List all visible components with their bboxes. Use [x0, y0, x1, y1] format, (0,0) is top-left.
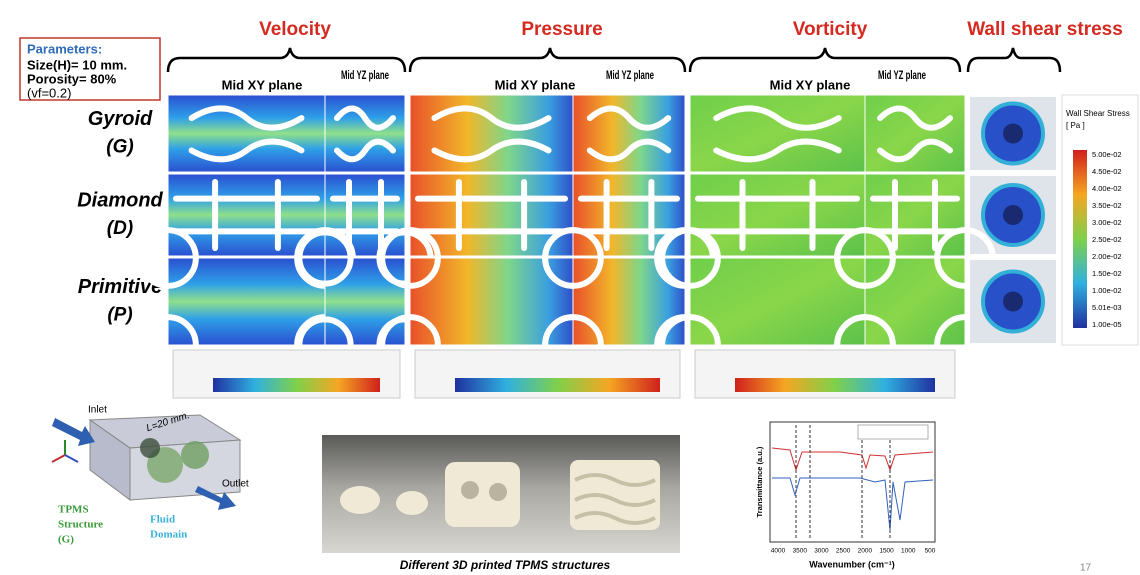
column-title: Pressure: [521, 19, 602, 40]
ftir-xtick: 3500: [792, 548, 807, 555]
fluid-label: Domain: [150, 529, 187, 541]
parameter-line: Porosity= 80%: [27, 71, 117, 86]
wss-hole: [1003, 292, 1023, 312]
contour-image: [410, 95, 573, 172]
parameter-line: (vf=0.2): [27, 85, 71, 100]
plane-label: Mid XY plane: [770, 77, 851, 92]
contour-image: [865, 95, 965, 172]
legend-unit: [ Pa ]: [1066, 121, 1085, 130]
contour-image: [573, 95, 685, 172]
legend-label: 2.00e-02: [1092, 252, 1122, 261]
column-title: Vorticity: [793, 19, 868, 40]
photo: [322, 435, 680, 553]
contour-image: [690, 95, 865, 172]
ftir-xtick: 1500: [879, 548, 894, 555]
column-title: Velocity: [259, 19, 331, 40]
legend-label: 1.00e-05: [1092, 320, 1122, 329]
ftir-xtick: 500: [925, 548, 936, 555]
ftir-xtick: 4000: [771, 548, 786, 555]
ftir-ylabel: Transmittance (a.u.): [755, 446, 764, 517]
wss-hole: [1003, 205, 1023, 225]
structure-label: TPMS: [58, 504, 89, 516]
structure-label: (G): [58, 534, 74, 546]
photo-caption: Different 3D printed TPMS structures: [400, 558, 611, 572]
contour-image: [325, 258, 405, 345]
legend-title: Wall Shear Stress: [1066, 109, 1130, 118]
contour-image: [168, 95, 325, 172]
wss-hole: [1003, 124, 1023, 144]
colorbar: [735, 378, 935, 392]
row-name: Gyroid: [88, 108, 153, 130]
inlet-label: Inlet: [88, 405, 107, 416]
legend-label: 1.50e-02: [1092, 269, 1122, 278]
slide-number: 17: [1080, 563, 1092, 574]
fluid-label: Fluid: [150, 514, 175, 526]
structure-label: Structure: [58, 519, 103, 531]
ftir-xtick: 2000: [858, 548, 873, 555]
plane-label: Mid YZ plane: [878, 68, 926, 82]
legend-label: 3.50e-02: [1092, 201, 1122, 210]
contour-image: [325, 95, 405, 172]
column-title: Wall shear stress: [967, 19, 1123, 40]
contour-image: [865, 258, 965, 345]
row-abbr: (G): [106, 137, 133, 158]
colorbar: [455, 378, 660, 392]
legend-label: 3.00e-02: [1092, 218, 1122, 227]
plane-label: Mid XY plane: [495, 77, 576, 92]
parameters-heading: Parameters:: [27, 41, 102, 56]
legend-label: 1.00e-02: [1092, 286, 1122, 295]
contour-image: [325, 174, 405, 256]
plane-label: Mid YZ plane: [606, 68, 654, 82]
plane-label: Mid XY plane: [222, 77, 303, 92]
ftir-xtick: 3000: [814, 548, 829, 555]
plane-label: Mid YZ plane: [341, 68, 389, 82]
row-name: Diamond: [77, 189, 163, 211]
ftir-xlabel: Wavenumber (cm⁻¹): [809, 559, 894, 569]
legend-label: 5.00e-02: [1092, 150, 1122, 159]
legend-label: 4.00e-02: [1092, 184, 1122, 193]
colorbar: [1073, 150, 1087, 328]
slide: Parameters:Size(H)= 10 mm.Porosity= 80%(…: [0, 0, 1140, 575]
outlet-label: Outlet: [222, 479, 249, 490]
ftir-xtick: 2500: [836, 548, 851, 555]
legend-label: 5.01e-03: [1092, 303, 1122, 312]
legend-label: 2.50e-02: [1092, 235, 1122, 244]
parameter-line: Size(H)= 10 mm.: [27, 57, 127, 72]
ftir-chart: [770, 422, 935, 542]
ftir-xtick: 1000: [901, 548, 916, 555]
contour-image: [865, 174, 965, 256]
legend-label: 4.50e-02: [1092, 167, 1122, 176]
row-abbr: (D): [107, 218, 133, 239]
row-abbr: (P): [107, 305, 132, 326]
colorbar: [213, 378, 380, 392]
